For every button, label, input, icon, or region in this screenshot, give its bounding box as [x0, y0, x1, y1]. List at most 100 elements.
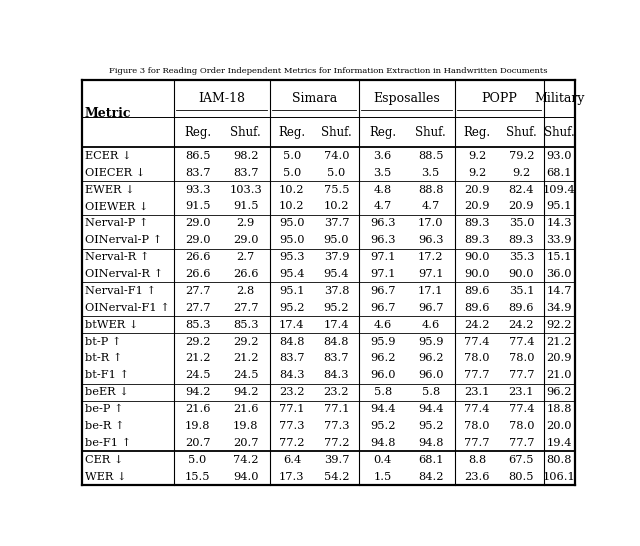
Text: POPP: POPP — [481, 92, 517, 105]
Text: 24.5: 24.5 — [233, 370, 259, 381]
Text: 90.0: 90.0 — [464, 252, 490, 262]
Text: OINerval-F1 ↑: OINerval-F1 ↑ — [86, 303, 170, 313]
Text: 90.0: 90.0 — [464, 269, 490, 279]
Text: Shuf.: Shuf. — [415, 126, 446, 139]
Text: CER ↓: CER ↓ — [86, 455, 124, 465]
Text: 95.2: 95.2 — [279, 303, 305, 313]
Text: 35.1: 35.1 — [509, 286, 534, 296]
Text: 24.2: 24.2 — [509, 319, 534, 330]
Text: 14.3: 14.3 — [547, 218, 572, 228]
Text: 2.9: 2.9 — [237, 218, 255, 228]
Text: 79.2: 79.2 — [509, 151, 534, 161]
Text: 93.0: 93.0 — [547, 151, 572, 161]
Text: 85.3: 85.3 — [233, 319, 259, 330]
Text: 77.1: 77.1 — [324, 404, 349, 414]
Text: 17.3: 17.3 — [279, 472, 305, 482]
Text: 5.0: 5.0 — [283, 151, 301, 161]
Text: OINerval-R ↑: OINerval-R ↑ — [86, 269, 164, 279]
Text: 5.0: 5.0 — [327, 168, 346, 177]
Text: Shuf.: Shuf. — [230, 126, 261, 139]
Text: 95.3: 95.3 — [279, 252, 305, 262]
Text: 89.3: 89.3 — [509, 235, 534, 245]
Text: 95.4: 95.4 — [324, 269, 349, 279]
Text: OIECER ↓: OIECER ↓ — [86, 168, 146, 177]
Text: 89.6: 89.6 — [464, 286, 490, 296]
Text: 21.6: 21.6 — [233, 404, 259, 414]
Text: WER ↓: WER ↓ — [86, 472, 127, 482]
Text: Esposalles: Esposalles — [373, 92, 440, 105]
Text: 54.2: 54.2 — [324, 472, 349, 482]
Text: 26.6: 26.6 — [185, 269, 211, 279]
Text: Nerval-P ↑: Nerval-P ↑ — [86, 218, 149, 228]
Text: be-R ↑: be-R ↑ — [86, 421, 125, 431]
Text: 96.3: 96.3 — [418, 235, 444, 245]
Text: Figure 3 for Reading Order Independent Metrics for Information Extraction in Han: Figure 3 for Reading Order Independent M… — [109, 67, 547, 75]
Text: 24.5: 24.5 — [185, 370, 211, 381]
Text: 35.3: 35.3 — [509, 252, 534, 262]
Text: 96.7: 96.7 — [370, 286, 396, 296]
Text: 21.2: 21.2 — [233, 353, 259, 364]
Text: 86.5: 86.5 — [185, 151, 211, 161]
Text: bt-P ↑: bt-P ↑ — [86, 336, 122, 347]
Text: 94.4: 94.4 — [418, 404, 444, 414]
Text: Metric: Metric — [85, 107, 131, 120]
Text: 17.1: 17.1 — [418, 286, 444, 296]
Text: 83.7: 83.7 — [185, 168, 211, 177]
Text: 29.0: 29.0 — [185, 235, 211, 245]
Text: 21.0: 21.0 — [547, 370, 572, 381]
Text: 91.5: 91.5 — [233, 201, 259, 211]
Text: 3.5: 3.5 — [422, 168, 440, 177]
Text: 27.7: 27.7 — [185, 286, 211, 296]
Text: 29.2: 29.2 — [185, 336, 211, 347]
Text: 27.7: 27.7 — [185, 303, 211, 313]
Text: 15.5: 15.5 — [185, 472, 211, 482]
Text: 77.7: 77.7 — [509, 438, 534, 448]
Text: 20.9: 20.9 — [464, 185, 490, 194]
Text: 95.2: 95.2 — [324, 303, 349, 313]
Text: 95.0: 95.0 — [279, 218, 305, 228]
Text: 78.0: 78.0 — [509, 353, 534, 364]
Text: Military: Military — [534, 92, 584, 105]
Text: IAM-18: IAM-18 — [198, 92, 245, 105]
Text: be-P ↑: be-P ↑ — [86, 404, 124, 414]
Text: 80.8: 80.8 — [547, 455, 572, 465]
Text: 5.0: 5.0 — [189, 455, 207, 465]
Text: 1.5: 1.5 — [374, 472, 392, 482]
Text: 37.8: 37.8 — [324, 286, 349, 296]
Text: 95.4: 95.4 — [279, 269, 305, 279]
Text: 94.2: 94.2 — [185, 387, 211, 397]
Text: 15.1: 15.1 — [547, 252, 572, 262]
Text: 3.6: 3.6 — [374, 151, 392, 161]
Text: 95.1: 95.1 — [279, 286, 305, 296]
Text: 37.9: 37.9 — [324, 252, 349, 262]
Text: 94.0: 94.0 — [233, 472, 259, 482]
Text: 39.7: 39.7 — [324, 455, 349, 465]
Text: 83.7: 83.7 — [279, 353, 305, 364]
Text: 29.0: 29.0 — [233, 235, 259, 245]
Text: 94.8: 94.8 — [418, 438, 444, 448]
Text: Reg.: Reg. — [463, 126, 490, 139]
Text: 77.4: 77.4 — [509, 336, 534, 347]
Text: 29.2: 29.2 — [233, 336, 259, 347]
Text: 17.4: 17.4 — [324, 319, 349, 330]
Text: 96.0: 96.0 — [370, 370, 396, 381]
Text: 10.2: 10.2 — [279, 185, 305, 194]
Text: 19.8: 19.8 — [185, 421, 211, 431]
Text: Nerval-R ↑: Nerval-R ↑ — [86, 252, 150, 262]
Text: 5.0: 5.0 — [283, 168, 301, 177]
Text: 82.4: 82.4 — [509, 185, 534, 194]
Text: 26.6: 26.6 — [233, 269, 259, 279]
Text: 77.4: 77.4 — [509, 404, 534, 414]
Text: 89.3: 89.3 — [464, 218, 490, 228]
Text: 20.0: 20.0 — [547, 421, 572, 431]
Text: 5.8: 5.8 — [422, 387, 440, 397]
Text: 8.8: 8.8 — [468, 455, 486, 465]
Text: 23.1: 23.1 — [509, 387, 534, 397]
Text: 96.7: 96.7 — [370, 303, 396, 313]
Text: 19.8: 19.8 — [233, 421, 259, 431]
Text: 74.0: 74.0 — [324, 151, 349, 161]
Text: 37.7: 37.7 — [324, 218, 349, 228]
Text: Shuf.: Shuf. — [506, 126, 537, 139]
Text: 95.9: 95.9 — [370, 336, 396, 347]
Text: EWER ↓: EWER ↓ — [86, 185, 135, 194]
